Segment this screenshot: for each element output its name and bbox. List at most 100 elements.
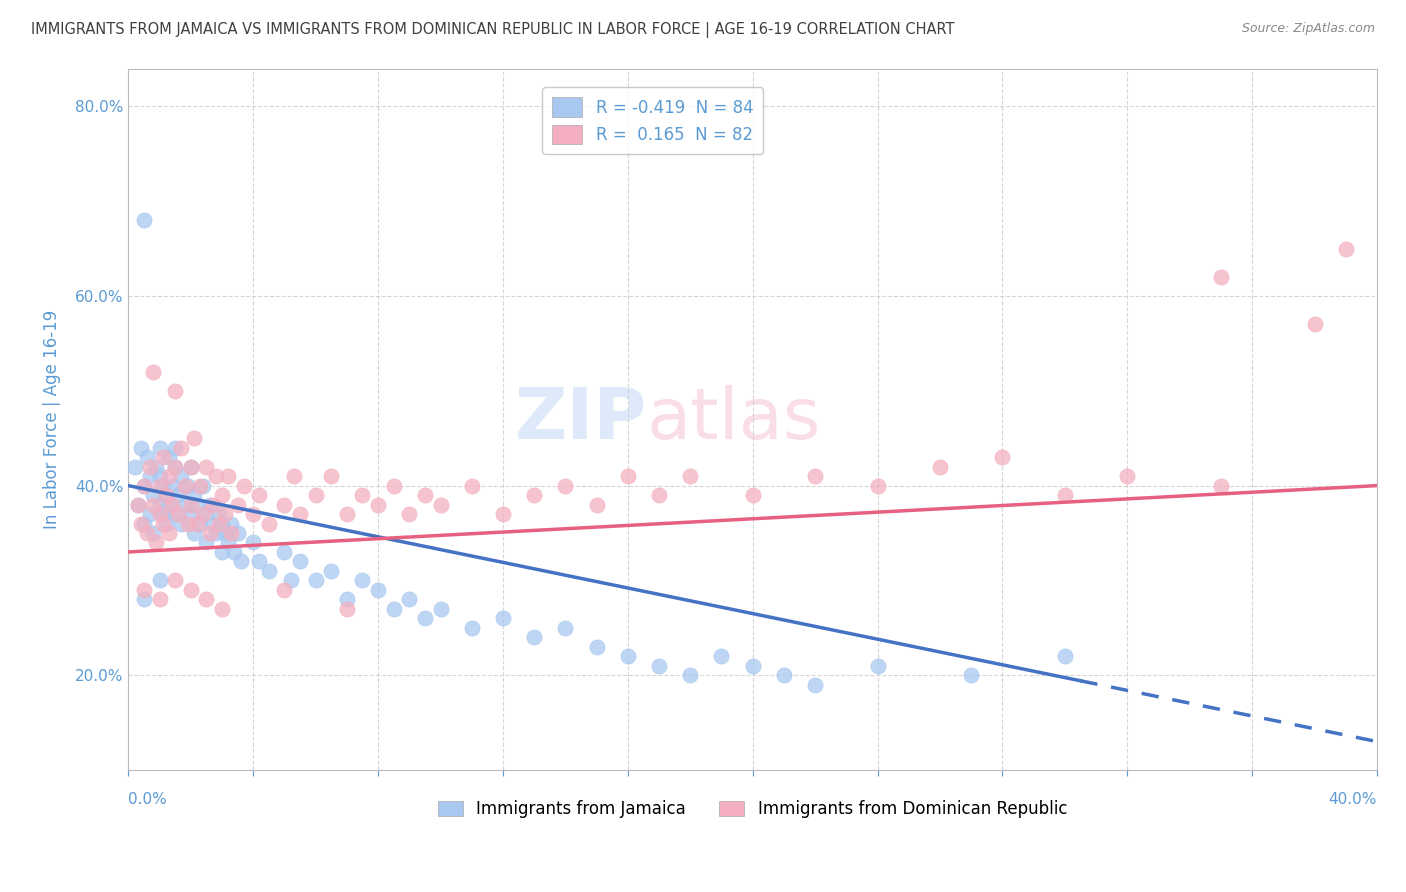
Point bbox=[382, 602, 405, 616]
Point bbox=[173, 478, 195, 492]
Point bbox=[195, 592, 218, 607]
Point bbox=[124, 459, 146, 474]
Point bbox=[132, 582, 155, 597]
Point bbox=[367, 498, 389, 512]
Point bbox=[136, 450, 159, 465]
Text: atlas: atlas bbox=[647, 384, 821, 454]
Point bbox=[1209, 478, 1232, 492]
Point bbox=[991, 450, 1014, 465]
Point bbox=[139, 507, 162, 521]
Point bbox=[321, 564, 343, 578]
Point bbox=[648, 488, 671, 502]
Y-axis label: In Labor Force | Age 16-19: In Labor Force | Age 16-19 bbox=[44, 310, 60, 529]
Point bbox=[129, 441, 152, 455]
Point bbox=[305, 488, 328, 502]
Point bbox=[352, 488, 374, 502]
Point bbox=[180, 507, 202, 521]
Point bbox=[648, 658, 671, 673]
Point bbox=[149, 507, 172, 521]
Point bbox=[198, 526, 221, 541]
Point bbox=[201, 516, 224, 531]
Point bbox=[211, 545, 233, 559]
Point bbox=[176, 516, 198, 531]
Point bbox=[204, 526, 226, 541]
Point bbox=[226, 526, 249, 541]
Point bbox=[1209, 270, 1232, 285]
Point bbox=[170, 469, 193, 483]
Point bbox=[132, 592, 155, 607]
Point bbox=[198, 498, 221, 512]
Point bbox=[866, 658, 889, 673]
Point bbox=[149, 592, 172, 607]
Legend: Immigrants from Jamaica, Immigrants from Dominican Republic: Immigrants from Jamaica, Immigrants from… bbox=[432, 794, 1074, 825]
Point bbox=[321, 469, 343, 483]
Point bbox=[160, 478, 183, 492]
Point bbox=[336, 602, 359, 616]
Point bbox=[157, 526, 180, 541]
Point bbox=[352, 574, 374, 588]
Point bbox=[461, 621, 484, 635]
Point bbox=[155, 488, 177, 502]
Point bbox=[288, 554, 311, 568]
Point bbox=[382, 478, 405, 492]
Point bbox=[211, 516, 233, 531]
Text: ZIP: ZIP bbox=[515, 384, 647, 454]
Point bbox=[180, 459, 202, 474]
Point bbox=[180, 582, 202, 597]
Point bbox=[523, 488, 546, 502]
Point bbox=[804, 678, 827, 692]
Point bbox=[413, 611, 436, 625]
Point bbox=[208, 507, 231, 521]
Point bbox=[188, 478, 211, 492]
Point bbox=[183, 526, 205, 541]
Point bbox=[1053, 649, 1076, 664]
Point bbox=[167, 507, 190, 521]
Point bbox=[180, 459, 202, 474]
Point bbox=[217, 469, 239, 483]
Point bbox=[188, 516, 211, 531]
Point bbox=[773, 668, 796, 682]
Point bbox=[214, 507, 236, 521]
Point bbox=[170, 516, 193, 531]
Point bbox=[186, 498, 208, 512]
Point bbox=[165, 384, 187, 398]
Text: Source: ZipAtlas.com: Source: ZipAtlas.com bbox=[1241, 22, 1375, 36]
Point bbox=[183, 431, 205, 445]
Point bbox=[242, 535, 264, 549]
Point bbox=[157, 469, 180, 483]
Point bbox=[201, 498, 224, 512]
Point bbox=[152, 516, 174, 531]
Point bbox=[211, 602, 233, 616]
Point bbox=[617, 649, 640, 664]
Point bbox=[145, 535, 167, 549]
Point bbox=[367, 582, 389, 597]
Point bbox=[152, 507, 174, 521]
Point bbox=[741, 658, 763, 673]
Point bbox=[149, 478, 172, 492]
Point bbox=[257, 516, 280, 531]
Point bbox=[929, 459, 952, 474]
Point bbox=[214, 526, 236, 541]
Point bbox=[195, 507, 218, 521]
Point bbox=[960, 668, 983, 682]
Point bbox=[136, 526, 159, 541]
Point bbox=[221, 516, 243, 531]
Point bbox=[217, 535, 239, 549]
Point bbox=[157, 450, 180, 465]
Point bbox=[152, 478, 174, 492]
Point bbox=[142, 526, 165, 541]
Point bbox=[180, 498, 202, 512]
Point bbox=[283, 469, 305, 483]
Point bbox=[336, 507, 359, 521]
Text: 40.0%: 40.0% bbox=[1329, 792, 1376, 807]
Point bbox=[152, 450, 174, 465]
Point bbox=[273, 582, 295, 597]
Point bbox=[710, 649, 733, 664]
Point bbox=[305, 574, 328, 588]
Point bbox=[139, 469, 162, 483]
Point bbox=[429, 498, 451, 512]
Point bbox=[160, 498, 183, 512]
Point bbox=[204, 469, 226, 483]
Point bbox=[127, 498, 149, 512]
Point bbox=[242, 507, 264, 521]
